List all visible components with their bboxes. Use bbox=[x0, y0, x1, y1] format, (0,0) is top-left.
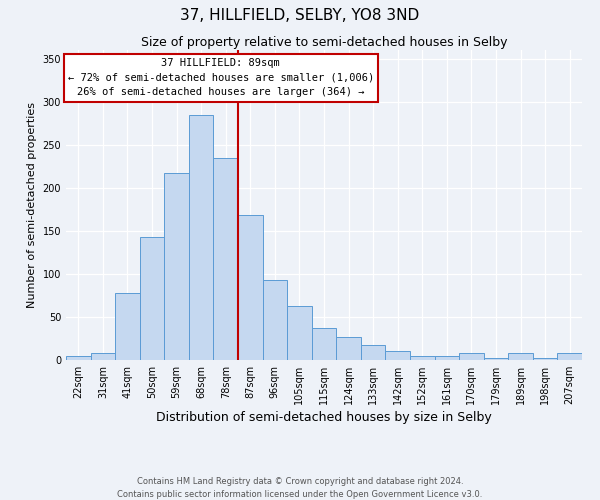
Text: 37 HILLFIELD: 89sqm
← 72% of semi-detached houses are smaller (1,006)
26% of sem: 37 HILLFIELD: 89sqm ← 72% of semi-detach… bbox=[68, 58, 374, 98]
Bar bbox=[91, 353, 115, 360]
Bar bbox=[287, 306, 312, 360]
Bar bbox=[533, 358, 557, 360]
Bar bbox=[140, 237, 164, 360]
Bar bbox=[385, 352, 410, 360]
Bar bbox=[164, 173, 189, 360]
Bar bbox=[214, 158, 238, 360]
Bar bbox=[361, 346, 385, 360]
X-axis label: Distribution of semi-detached houses by size in Selby: Distribution of semi-detached houses by … bbox=[156, 411, 492, 424]
Bar bbox=[115, 293, 140, 360]
Bar bbox=[508, 353, 533, 360]
Bar bbox=[263, 280, 287, 360]
Text: Contains HM Land Registry data © Crown copyright and database right 2024.
Contai: Contains HM Land Registry data © Crown c… bbox=[118, 478, 482, 499]
Title: Size of property relative to semi-detached houses in Selby: Size of property relative to semi-detach… bbox=[141, 36, 507, 49]
Bar bbox=[189, 116, 214, 360]
Bar bbox=[557, 353, 582, 360]
Bar bbox=[484, 358, 508, 360]
Bar bbox=[336, 337, 361, 360]
Bar bbox=[459, 353, 484, 360]
Bar bbox=[434, 356, 459, 360]
Y-axis label: Number of semi-detached properties: Number of semi-detached properties bbox=[27, 102, 37, 308]
Bar bbox=[238, 216, 263, 360]
Bar bbox=[410, 356, 434, 360]
Bar bbox=[312, 328, 336, 360]
Bar bbox=[66, 356, 91, 360]
Text: 37, HILLFIELD, SELBY, YO8 3ND: 37, HILLFIELD, SELBY, YO8 3ND bbox=[181, 8, 419, 22]
